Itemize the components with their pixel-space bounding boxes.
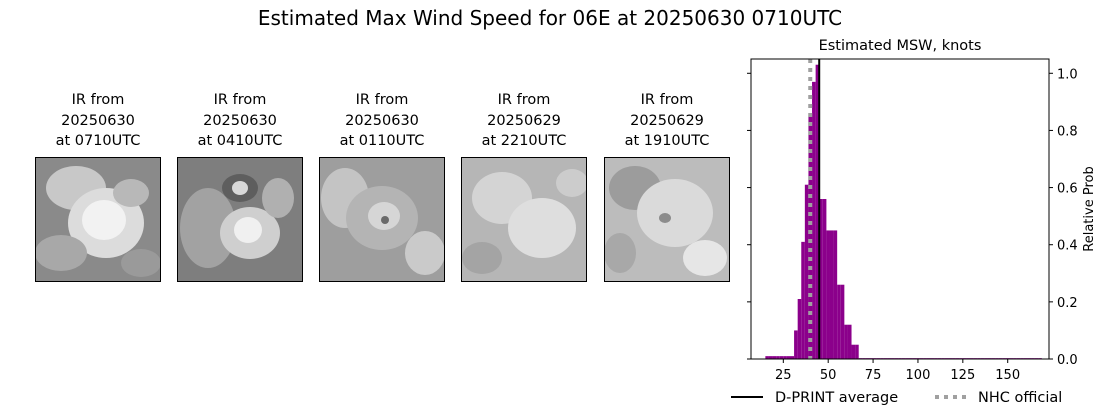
- x-tick-label: 50: [820, 368, 837, 383]
- ir-caption-line2: 20250629: [630, 112, 704, 129]
- y-tick-label: 0.6: [1057, 182, 1078, 197]
- ir-panel-caption-2: IR from 20250630 at 0410UTC: [177, 90, 303, 152]
- ir-panel-caption-3: IR from 20250630 at 0110UTC: [319, 90, 445, 152]
- ir-caption-line3: at 0710UTC: [55, 133, 141, 149]
- ir-caption-line3: at 0410UTC: [197, 133, 283, 149]
- chart-title: Estimated MSW, knots: [819, 38, 982, 54]
- y-tick-label: 0.0: [1057, 353, 1078, 368]
- legend-dprint-label: D-PRINT average: [775, 390, 898, 406]
- ir-satellite-image-2: [177, 156, 303, 282]
- reference-lines: [808, 59, 821, 359]
- histogram-bar: [822, 199, 827, 359]
- y-tick-label: 0.2: [1057, 296, 1078, 311]
- histogram-bar: [797, 299, 802, 359]
- ir-caption-line3: at 1910UTC: [624, 133, 710, 149]
- ir-panel-4: IR from 20250629 at 2210UTC: [461, 90, 587, 282]
- histogram-bar: [815, 64, 820, 359]
- ir-caption-line1: IR from: [71, 92, 125, 108]
- ir-satellite-image-5: [604, 156, 730, 282]
- legend-nhc-label: NHC official: [978, 390, 1062, 406]
- histogram-bar: [840, 284, 845, 359]
- histogram-bar: [801, 241, 805, 359]
- ir-panel-caption-5: IR from 20250629 at 1910UTC: [604, 90, 730, 152]
- x-tick-label: 25: [775, 368, 792, 383]
- histogram-bar: [855, 344, 859, 359]
- ir-caption-line1: IR from: [640, 92, 694, 108]
- ir-caption-line1: IR from: [497, 92, 551, 108]
- x-axis-ticks: 25 50 75 100 125 150: [775, 359, 1020, 383]
- ir-caption-line3: at 2210UTC: [481, 133, 567, 149]
- x-tick-label: 150: [995, 368, 1020, 383]
- ir-panel-caption-4: IR from 20250629 at 2210UTC: [461, 90, 587, 152]
- histogram-bar: [790, 356, 795, 359]
- histogram-bar: [847, 324, 852, 359]
- histogram-bar: [776, 356, 780, 359]
- histogram-bar: [851, 344, 856, 359]
- ir-panel-2: IR from 20250630 at 0410UTC: [177, 90, 303, 282]
- x-tick-label: 100: [906, 368, 931, 383]
- y-tick-label: 0.8: [1057, 124, 1078, 139]
- histogram-bar: [837, 284, 841, 359]
- histogram-bar: [804, 184, 809, 359]
- y-tick-label: 1.0: [1057, 67, 1078, 82]
- ir-satellite-image-1: [35, 156, 161, 282]
- ir-caption-line3: at 0110UTC: [339, 133, 425, 149]
- legend: D-PRINT average NHC official: [731, 390, 1062, 406]
- figure-title: Estimated Max Wind Speed for 06E at 2025…: [257, 6, 843, 30]
- plot-frame: [750, 58, 1050, 360]
- ir-caption-line2: 20250630: [203, 112, 277, 129]
- histogram-bar: [783, 356, 787, 359]
- histogram-bars: [765, 64, 1042, 360]
- ir-panel-3: IR from 20250630 at 0110UTC: [319, 90, 445, 282]
- ir-panel-5: IR from 20250629 at 1910UTC: [604, 90, 730, 282]
- y-tick-label: 0.4: [1057, 239, 1078, 254]
- histogram-bar: [812, 81, 816, 359]
- ir-satellite-image-4: [461, 156, 587, 282]
- histogram-bar: [779, 356, 784, 359]
- ir-panel-caption-1: IR from 20250630 at 0710UTC: [35, 90, 161, 152]
- x-tick-label: 125: [950, 368, 975, 383]
- histogram-bar: [765, 356, 769, 359]
- ir-caption-line2: 20250629: [487, 112, 561, 129]
- ir-caption-line1: IR from: [355, 92, 409, 108]
- histogram-bar: [819, 199, 823, 359]
- ir-satellite-image-3: [319, 156, 445, 282]
- histogram-bar: [829, 230, 834, 359]
- histogram-bar: [772, 356, 777, 359]
- ir-caption-line1: IR from: [213, 92, 267, 108]
- y-axis-label: Relative Prob: [1082, 166, 1097, 251]
- y-axis-ticks: 0.0 0.2 0.4 0.6 0.8 1.0: [747, 67, 1078, 368]
- histogram-bar: [844, 324, 848, 359]
- histogram-bar: [826, 230, 830, 359]
- ir-caption-line2: 20250630: [61, 112, 135, 129]
- ir-panel-1: IR from 20250630 at 0710UTC: [35, 90, 161, 282]
- histogram-bar: [768, 356, 773, 359]
- histogram-bar: [833, 230, 838, 359]
- x-tick-label: 75: [865, 368, 882, 383]
- histogram-bar: [794, 330, 798, 359]
- histogram-bar: [786, 356, 791, 359]
- ir-caption-line2: 20250630: [345, 112, 419, 129]
- histogram-bar: [808, 116, 813, 360]
